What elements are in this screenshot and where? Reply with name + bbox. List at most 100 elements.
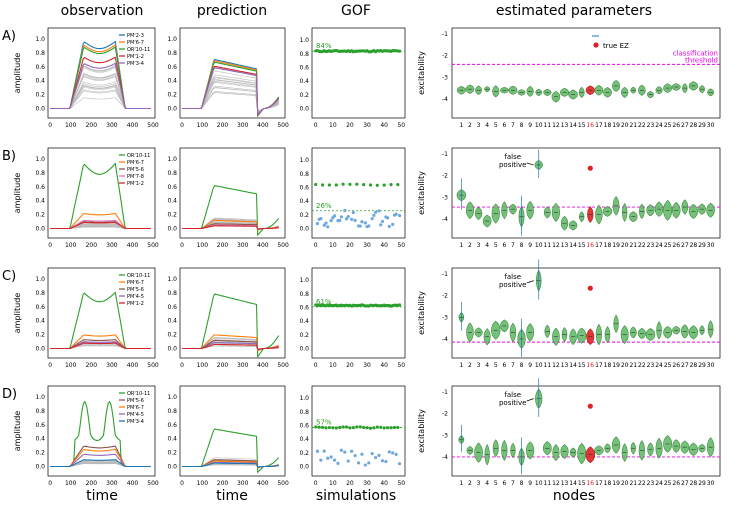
gof-ytick: 0.8 — [299, 291, 309, 298]
ylabel-excitability: excitability — [417, 51, 426, 95]
time-tick: 100 — [65, 480, 77, 487]
excitability-tick: -2 — [442, 411, 448, 418]
node-tick: 12 — [552, 362, 560, 369]
gof-point — [358, 224, 362, 228]
node-tick: 11 — [544, 122, 552, 129]
gof-panel — [311, 385, 406, 477]
gof-point — [387, 224, 391, 229]
gof-point — [379, 425, 383, 429]
node-tick: 30 — [707, 122, 715, 129]
gof-point — [385, 216, 390, 220]
observation-panel — [47, 27, 156, 119]
gof-point — [397, 213, 402, 218]
prediction-trace-gray — [182, 74, 280, 115]
gof-panel — [311, 267, 406, 359]
node-tick: 5 — [494, 362, 498, 369]
gof-xtick: 10 — [329, 480, 337, 487]
amplitude-tick: 1.0 — [167, 36, 177, 43]
gof-ytick: 0.0 — [299, 106, 309, 113]
row-label: A) — [2, 29, 16, 44]
gof-xtick: 20 — [346, 122, 354, 129]
prediction-trace-gray — [182, 67, 280, 116]
amplitude-tick: 0.4 — [167, 198, 177, 205]
xlabel-simulations: simulations — [316, 488, 396, 504]
node-tick: 10 — [535, 242, 543, 249]
amplitude-tick: 0.8 — [35, 50, 45, 57]
amplitude-tick: 0.8 — [35, 408, 45, 415]
time-tick: 500 — [147, 242, 159, 249]
node-tick: 25 — [664, 242, 672, 249]
gof-point — [382, 183, 386, 187]
gof-point — [353, 218, 357, 223]
gof-xtick: 0 — [314, 122, 318, 129]
time-tick: 200 — [86, 480, 98, 487]
gof-point — [385, 426, 390, 430]
gof-point — [375, 183, 379, 187]
node-tick: 21 — [629, 480, 637, 487]
gof-point — [334, 426, 338, 430]
node-tick: 26 — [672, 480, 680, 487]
gof-point — [350, 449, 354, 453]
node-tick: 13 — [561, 362, 569, 369]
node-tick: 1 — [459, 362, 463, 369]
node-tick: 6 — [502, 480, 506, 487]
amplitude-tick: 1.0 — [167, 276, 177, 283]
gof-point — [384, 459, 388, 464]
false-positive-arrow — [526, 398, 534, 402]
node-tick: 7 — [511, 122, 515, 129]
parameters-panel — [451, 385, 721, 477]
gof-ytick: 0.2 — [299, 212, 309, 219]
node-tick: 29 — [698, 480, 706, 487]
node-tick: 15 — [578, 242, 586, 249]
gof-point — [380, 459, 385, 463]
node-tick: 3 — [477, 362, 481, 369]
gof-xtick: 10 — [329, 122, 337, 129]
excitability-tick: -2 — [442, 173, 448, 180]
title-observation: observation — [61, 3, 144, 19]
time-tick: 400 — [257, 242, 269, 249]
node-tick: 7 — [511, 480, 515, 487]
node-tick: 22 — [638, 362, 646, 369]
time-tick: 500 — [147, 480, 159, 487]
amplitude-tick: 0.0 — [167, 226, 177, 233]
false-positive-label: positive — [499, 281, 526, 289]
gof-ytick: 0.0 — [299, 346, 309, 353]
node-tick: 6 — [502, 362, 506, 369]
gof-point — [331, 426, 335, 430]
gof-xtick: 40 — [380, 242, 388, 249]
node-tick: 27 — [681, 480, 689, 487]
legend-entry: PM'7-8 — [127, 174, 144, 180]
prediction-panel — [179, 27, 286, 119]
observation-trace-gray — [50, 86, 151, 109]
time-tick: 0 — [180, 480, 184, 487]
time-tick: 200 — [86, 362, 98, 369]
legend-entry: PM'6-7 — [127, 405, 144, 411]
amplitude-tick: 1.0 — [35, 394, 45, 401]
gof-percent-label: 84% — [316, 42, 332, 50]
node-tick: 12 — [552, 242, 560, 249]
gof-point — [338, 218, 342, 223]
node-tick: 27 — [681, 122, 689, 129]
gof-point — [341, 425, 345, 429]
gof-point — [344, 217, 349, 221]
gof-ytick: 0.8 — [299, 171, 309, 178]
gof-point — [368, 183, 373, 187]
gof-point — [397, 49, 402, 53]
amplitude-tick: 0.0 — [35, 346, 45, 353]
node-tick: 28 — [690, 362, 698, 369]
gof-point — [319, 458, 323, 462]
excitability-tick: -2 — [442, 53, 448, 60]
gof-point — [322, 449, 326, 453]
gof-xtick: 10 — [329, 242, 337, 249]
gof-point — [397, 462, 402, 466]
threshold-label: threshold — [685, 56, 718, 64]
gof-ytick: 0.8 — [299, 409, 309, 416]
classification-label: classification — [673, 49, 718, 57]
amplitude-tick: 0.2 — [167, 212, 177, 219]
gof-xtick: 50 — [397, 242, 405, 249]
observation-trace — [50, 221, 151, 230]
gof-ytick: 0.6 — [299, 185, 309, 192]
node-tick: 7 — [511, 242, 515, 249]
time-tick: 500 — [277, 122, 289, 129]
